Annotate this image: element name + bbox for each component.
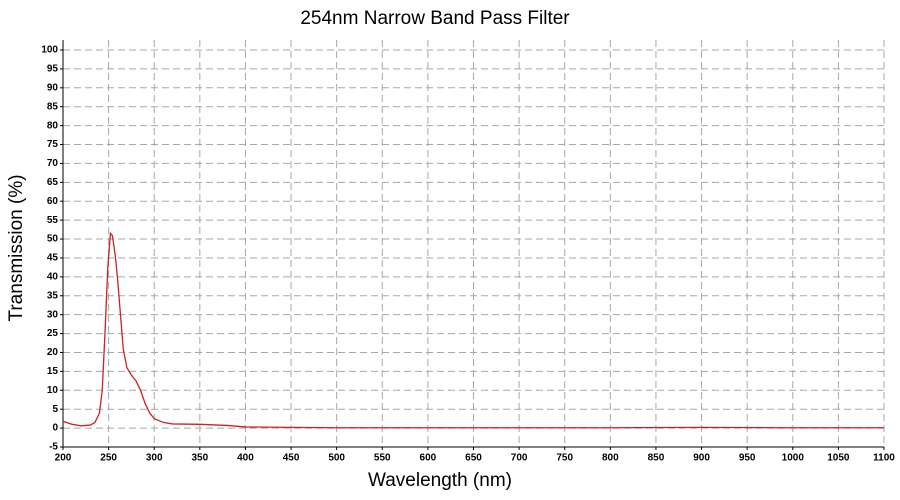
chart-title: 254nm Narrow Band Pass Filter (300, 8, 570, 29)
y-tick-label: 55 (47, 215, 59, 226)
y-tick-label: 80 (47, 120, 59, 131)
x-tick-label: 550 (374, 453, 391, 464)
x-tick-label: 200 (55, 453, 72, 464)
x-tick-label: 450 (283, 453, 300, 464)
y-tick-label: 95 (47, 64, 59, 75)
y-tick-label: 20 (47, 347, 59, 358)
x-tick-label: 850 (648, 453, 665, 464)
x-tick-label: 1100 (873, 453, 895, 464)
y-tick-label: 70 (47, 158, 59, 169)
y-tick-label: 30 (47, 309, 59, 320)
data-line (62, 231, 884, 429)
x-axis-label: Wavelength (nm) (368, 470, 512, 491)
y-tick-label: 65 (47, 177, 59, 188)
x-tick-label: 900 (693, 453, 710, 464)
y-tick-label: 35 (47, 290, 59, 301)
y-tick-label: 45 (47, 253, 59, 264)
y-tick-label: 25 (47, 328, 59, 339)
y-tick-label: 40 (47, 271, 59, 282)
y-axis-label: Transmission (%) (6, 174, 27, 321)
x-tick-label: 350 (191, 453, 208, 464)
x-tick-label: 400 (237, 453, 254, 464)
y-tick-label: 90 (47, 82, 59, 93)
y-tick-label: 60 (47, 196, 59, 207)
x-tick-label: 1050 (827, 453, 850, 464)
x-tick-label: 950 (739, 453, 756, 464)
y-tick-label: -5 (49, 442, 58, 453)
y-tick-label: 10 (47, 385, 59, 396)
x-tick-label: 650 (465, 453, 482, 464)
y-tick-label: 5 (52, 404, 58, 415)
x-tick-label: 500 (328, 453, 345, 464)
y-tick-label: 75 (47, 139, 59, 150)
y-tick-label: 15 (47, 366, 59, 377)
x-tick-label: 250 (100, 453, 117, 464)
x-tick-label: 600 (420, 453, 437, 464)
x-tick-label: 800 (602, 453, 619, 464)
y-tick-label: 100 (41, 45, 58, 56)
x-tick-label: 700 (511, 453, 528, 464)
x-tick-label: 300 (146, 453, 163, 464)
x-tick-label: 1000 (782, 453, 805, 464)
x-tick-label: 750 (556, 453, 573, 464)
y-tick-label: 0 (52, 423, 58, 434)
y-tick-label: 85 (47, 101, 59, 112)
y-tick-label: 50 (47, 234, 59, 245)
